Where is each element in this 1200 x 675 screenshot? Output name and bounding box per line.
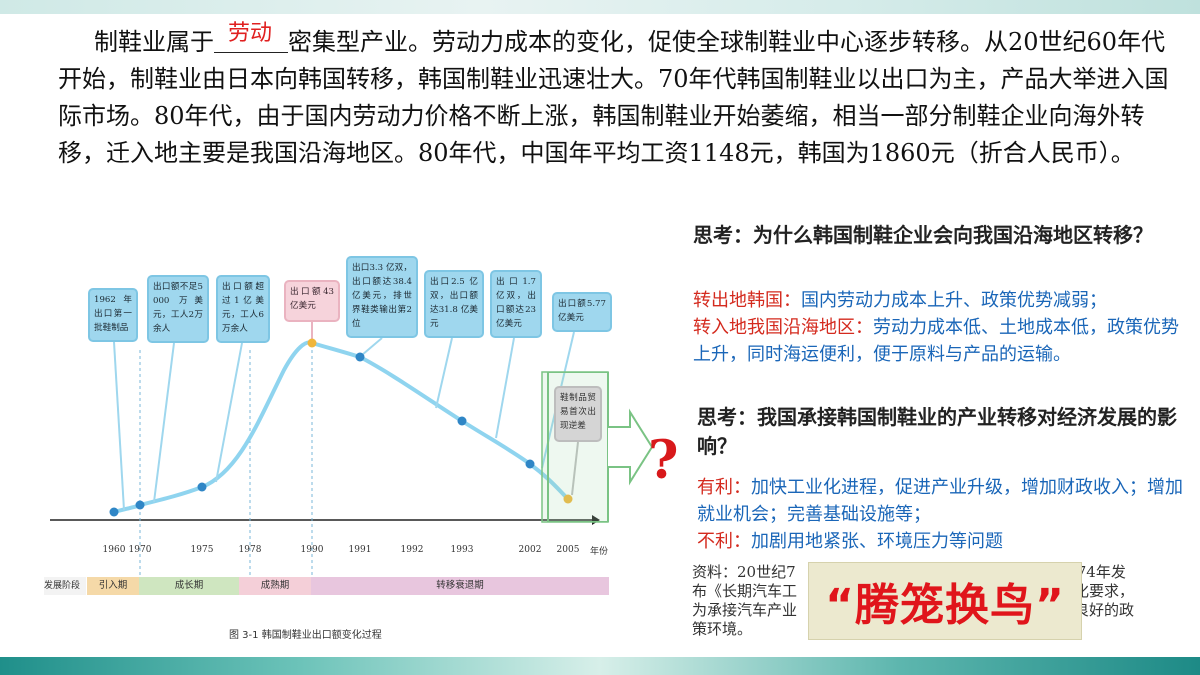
year-tick: 1990 (300, 545, 324, 555)
stage-title: 发展阶段 (44, 577, 86, 595)
answer-2: 有利：加快工业化进程，促进产业升级，增加财政收入；增加就业机会；完善基础设施等；… (697, 474, 1183, 555)
bottom-decor-band (0, 657, 1200, 675)
source-line1a: 资料：20世纪7 (692, 563, 796, 581)
figure-caption: 图 3-1 韩国制鞋业出口额变化过程 (229, 630, 382, 641)
blank-answer: 劳动 (228, 21, 273, 46)
data-point-1960 (109, 507, 119, 517)
callout-tail (495, 337, 515, 439)
x-axis-unit: 年份 (589, 547, 609, 557)
callout-1990: 出口额43亿美元 (284, 280, 340, 322)
fill-blank: 劳动 (214, 21, 288, 53)
export-chart: 1962 年出口第一批鞋制品 出口额不足5 000 万美元，工人2万余人 出口额… (44, 240, 684, 650)
year-tick: 2005 (556, 545, 580, 555)
callout-tail (153, 342, 175, 503)
year-tick: 1960 (102, 545, 126, 555)
data-point-1975 (197, 482, 207, 492)
callout-tail (361, 337, 383, 356)
answer-con-label: 不利： (697, 531, 751, 552)
data-point-1991 (355, 352, 365, 362)
intro-text: 密集型产业。劳动力成本的变化，促使全球制鞋业中心逐步转移。从20世纪60年代开始… (58, 28, 1169, 167)
data-point-2002 (525, 459, 535, 469)
export-curve (113, 340, 570, 514)
question-mark-icon: ? (648, 430, 679, 491)
year-tick: 1993 (450, 545, 474, 555)
source-line2a: 布《长期汽车工 (692, 582, 798, 600)
answer-out-label: 转出地韩国： (693, 290, 801, 311)
year-tick: 1978 (238, 545, 262, 555)
callout-1991: 出口3.3 亿双，出口额达38.4亿美元，排世界鞋类输出第2位 (346, 256, 418, 338)
callout-1975: 出口额超过1亿美元，工人6万余人 (216, 275, 270, 343)
answer-pro-label: 有利： (697, 477, 751, 498)
stage-mature: 成熟期 (239, 577, 311, 595)
answer-pro-text: 加快工业化进程，促进产业升级，增加财政收入；增加就业机会；完善基础设施等； (697, 477, 1183, 525)
callout-tail (435, 337, 453, 409)
data-point-2005 (563, 494, 573, 504)
data-point-1990 (307, 338, 317, 348)
idiom-label: “腾笼换鸟” (808, 562, 1082, 640)
callout-1992: 出口2.5 亿双，出口额达31.8 亿美元 (424, 270, 484, 338)
callout-1962: 1962 年出口第一批鞋制品 (88, 288, 138, 342)
question-1: 思考：为什么韩国制鞋企业会向我国沿海地区转移？ (693, 223, 1153, 247)
callout-2002: 出口额5.77亿美元 (552, 292, 612, 332)
year-tick: 1970 (128, 545, 152, 555)
answer-in-text: 劳动力成本低、土地成本低，政策优势上升，同时海运便利，便于原料与产品的运输。 (693, 317, 1179, 365)
source-line4: 策环境。 (692, 620, 753, 638)
intro-paragraph: 制鞋业属于 劳动 密集型产业。劳动力成本的变化，促使全球制鞋业中心逐步转移。从20世… (58, 21, 1178, 172)
year-tick: 1975 (190, 545, 214, 555)
stage-decline: 转移衰退期 (311, 577, 609, 595)
year-tick: 2002 (518, 545, 542, 555)
year-tick: 1992 (400, 545, 424, 555)
answer-1: 转出地韩国：国内劳动力成本上升、政策优势减弱； 转入地我国沿海地区：劳动力成本低… (693, 287, 1183, 368)
source-line3a: 为承接汽车产业 (692, 601, 798, 619)
top-decor-band (0, 0, 1200, 14)
answer-con-text: 加剧用地紧张、环境压力等问题 (751, 531, 1003, 552)
callout-tail (571, 441, 579, 496)
intro-prefix: 制鞋业属于 (94, 28, 214, 56)
data-point-1970 (135, 500, 145, 510)
stage-intro: 引入期 (87, 577, 139, 595)
green-arrow-icon (547, 372, 654, 522)
callout-1970: 出口额不足5 000 万美元，工人2万余人 (147, 275, 209, 343)
callout-tail (113, 341, 125, 511)
data-point-1993 (457, 416, 467, 426)
year-tick: 1991 (348, 545, 372, 555)
stage-growth: 成长期 (139, 577, 239, 595)
callout-1993: 出 口 1.7 亿双，出口额达23亿美元 (490, 270, 542, 338)
answer-out-text: 国内劳动力成本上升、政策优势减弱； (801, 290, 1107, 311)
answer-in-label: 转入地我国沿海地区： (693, 317, 873, 338)
callout-tail (215, 342, 243, 483)
question-2: 思考：我国承接韩国制鞋业的产业转移对经济发展的影响？ (697, 405, 1177, 458)
callout-2005: 鞋制品贸易首次出现逆差 (554, 386, 602, 442)
